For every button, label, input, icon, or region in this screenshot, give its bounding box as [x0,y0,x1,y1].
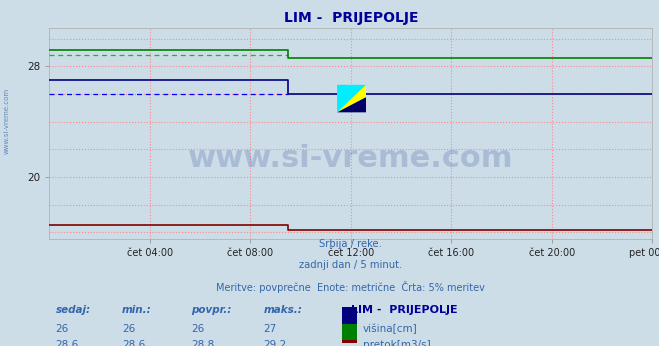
Text: povpr.:: povpr.: [191,306,231,315]
Text: 26: 26 [55,324,69,334]
Text: višina[cm]: višina[cm] [363,324,418,334]
Text: maks.:: maks.: [264,306,302,315]
Text: 28,6: 28,6 [55,340,78,346]
Polygon shape [337,85,366,112]
Text: pretok[m3/s]: pretok[m3/s] [363,340,431,346]
Text: sedaj:: sedaj: [55,306,90,315]
Title: LIM -  PRIJEPOLJE: LIM - PRIJEPOLJE [283,11,418,25]
Polygon shape [337,97,366,112]
Text: 28,6: 28,6 [122,340,145,346]
Text: min.:: min.: [122,306,152,315]
Bar [337,85,366,112]
Bar [342,340,357,346]
Text: 28,8: 28,8 [191,340,214,346]
Bar [342,308,357,325]
Text: LIM -  PRIJEPOLJE: LIM - PRIJEPOLJE [351,306,457,315]
Text: www.si-vreme.com: www.si-vreme.com [3,88,10,154]
Text: Meritve: povprečne  Enote: metrične  Črta: 5% meritev: Meritve: povprečne Enote: metrične Črta:… [216,281,486,293]
Text: 26: 26 [122,324,135,334]
Text: 29,2: 29,2 [264,340,287,346]
Text: zadnji dan / 5 minut.: zadnji dan / 5 minut. [299,260,403,270]
Text: 27: 27 [264,324,277,334]
Bar [342,324,357,342]
Text: Srbija / reke.: Srbija / reke. [320,239,382,249]
Text: www.si-vreme.com: www.si-vreme.com [188,144,513,173]
Text: 26: 26 [191,324,204,334]
